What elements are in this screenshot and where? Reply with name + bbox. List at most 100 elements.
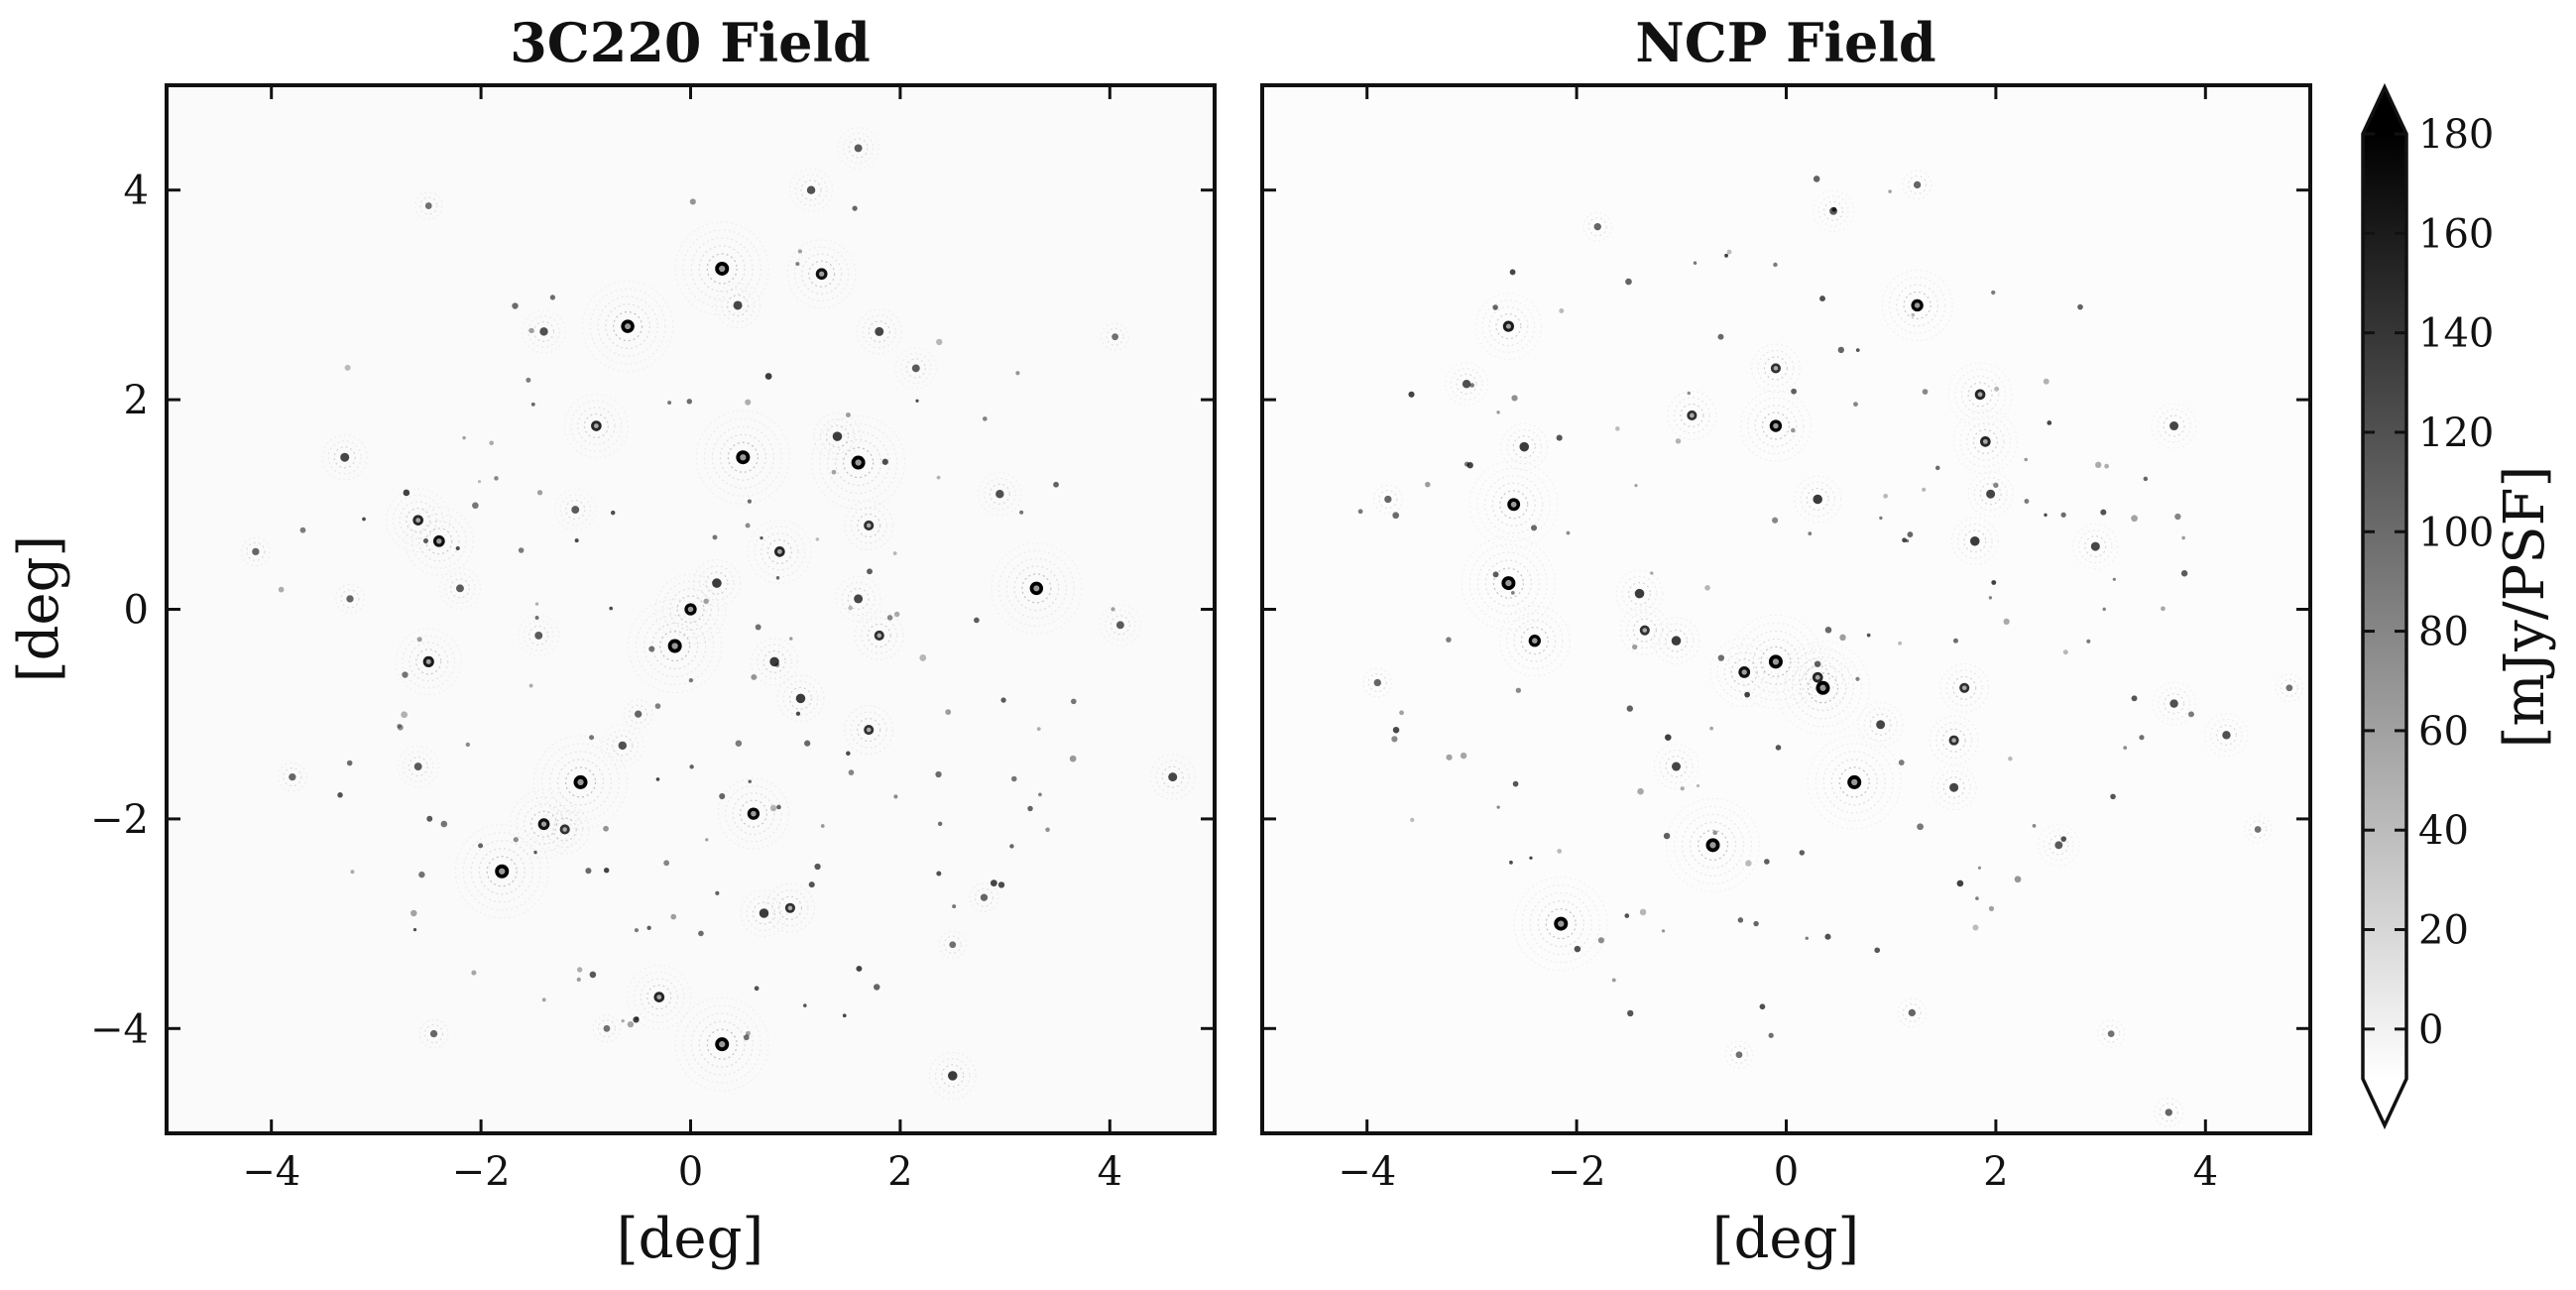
source-40 (1897, 997, 1928, 1028)
source-38 (2038, 824, 2080, 867)
source-55 (938, 930, 967, 959)
source-36 (600, 723, 644, 768)
source-43 (740, 888, 788, 938)
source-32 (1807, 735, 1902, 830)
source-30 (1099, 604, 1142, 646)
source-8 (1667, 390, 1717, 440)
xtick-label: 4 (2193, 1149, 2218, 1195)
source-7 (1947, 362, 2013, 427)
source-20 (438, 567, 482, 610)
source-14 (1967, 471, 2014, 518)
source-4 (1474, 293, 1543, 360)
source-28 (395, 628, 463, 696)
source-44 (764, 882, 815, 933)
colorbar-tick-label: 160 (2418, 211, 2494, 257)
sources-3c220 (240, 127, 1196, 1100)
source-16 (1372, 484, 1403, 515)
noise-speckle (1357, 176, 2194, 1038)
source-9 (811, 414, 906, 511)
colorbar-extend-max (2363, 87, 2406, 134)
source-45 (969, 882, 999, 913)
source-12 (2151, 403, 2197, 449)
ytick-label: 0 (124, 588, 149, 634)
source-42 (454, 824, 549, 919)
source-25 (1709, 637, 1780, 707)
source-5 (1444, 362, 1489, 407)
source-13 (386, 488, 451, 553)
source-18 (1461, 535, 1556, 631)
colorbar-tick-label: 60 (2418, 709, 2469, 755)
source-23 (1652, 617, 1700, 665)
xlabel-3c220: [deg] (617, 1207, 764, 1271)
source-33 (1931, 764, 1977, 811)
colorbar-tick-label: 40 (2418, 808, 2469, 854)
source-38 (509, 789, 579, 860)
source-36 (1362, 667, 1393, 698)
source-44 (2275, 673, 2304, 702)
ytick-label: −4 (90, 1006, 149, 1052)
source-53 (418, 1018, 449, 1049)
sources-ncp (1357, 170, 2304, 1127)
noise-speckle (278, 198, 1115, 1041)
source-1 (1902, 170, 1932, 200)
source-22 (1619, 605, 1670, 655)
panel-ncp: −4 −2 0 2 4 NCP Field [deg] (1260, 11, 2312, 1271)
source-34 (532, 735, 629, 830)
source-24 (835, 575, 881, 623)
title-3c220: 3C220 Field (510, 11, 871, 74)
source-0 (674, 221, 769, 316)
source-17 (747, 519, 812, 584)
source-46 (627, 964, 692, 1030)
source-29 (751, 638, 799, 686)
xtick-label: −4 (242, 1149, 300, 1195)
source-13 (1468, 459, 1559, 549)
source-52 (1101, 322, 1129, 351)
source-31 (1653, 743, 1699, 790)
source-17 (1950, 517, 1999, 565)
colorbar-gradient (2363, 134, 2406, 1079)
source-42 (1724, 1040, 1754, 1069)
xtick-label: 2 (1983, 1149, 2008, 1195)
colorbar-tick-label: 0 (2418, 1007, 2443, 1053)
source-1 (786, 239, 857, 309)
source-33 (844, 705, 894, 756)
ylabel-3c220: [deg] (7, 535, 71, 683)
source-43 (2154, 1097, 2184, 1127)
source-41 (277, 762, 307, 792)
ticks-ncp: −4 −2 0 2 4 (1262, 85, 2310, 1195)
colorbar-tick-label: 100 (2418, 510, 2494, 555)
source-30 (1929, 715, 1979, 765)
source-35 (397, 745, 439, 788)
source-25 (854, 610, 904, 660)
ytick-label: −2 (90, 797, 149, 843)
xtick-label: −2 (452, 1149, 511, 1195)
source-8 (695, 410, 790, 505)
colorbar-tick-label: 120 (2418, 410, 2494, 456)
source-18 (240, 536, 271, 567)
source-39 (539, 804, 590, 855)
source-39 (1513, 876, 1608, 972)
source-10 (813, 412, 862, 461)
source-32 (623, 699, 653, 730)
source-28 (1939, 662, 1990, 713)
ytick-label: 2 (124, 378, 149, 423)
colorbar-tick-label: 20 (2418, 908, 2469, 954)
source-47 (674, 997, 769, 1092)
source-51 (414, 191, 443, 220)
colorbar-tick-label: 80 (2418, 610, 2469, 655)
source-37 (717, 777, 790, 850)
source-19 (2072, 523, 2119, 570)
xtick-label: −2 (1548, 1149, 1606, 1195)
xtick-label: 4 (1098, 1149, 1122, 1195)
source-11 (321, 434, 368, 481)
source-54 (592, 1014, 622, 1043)
source-6 (1750, 343, 1801, 394)
xtick-label: 2 (887, 1149, 912, 1195)
source-48 (928, 1051, 977, 1100)
source-10 (1952, 409, 2018, 474)
source-2 (714, 282, 761, 329)
colorbar-frame (2361, 82, 2408, 1130)
source-15 (844, 500, 894, 550)
source-29 (1857, 701, 1904, 748)
